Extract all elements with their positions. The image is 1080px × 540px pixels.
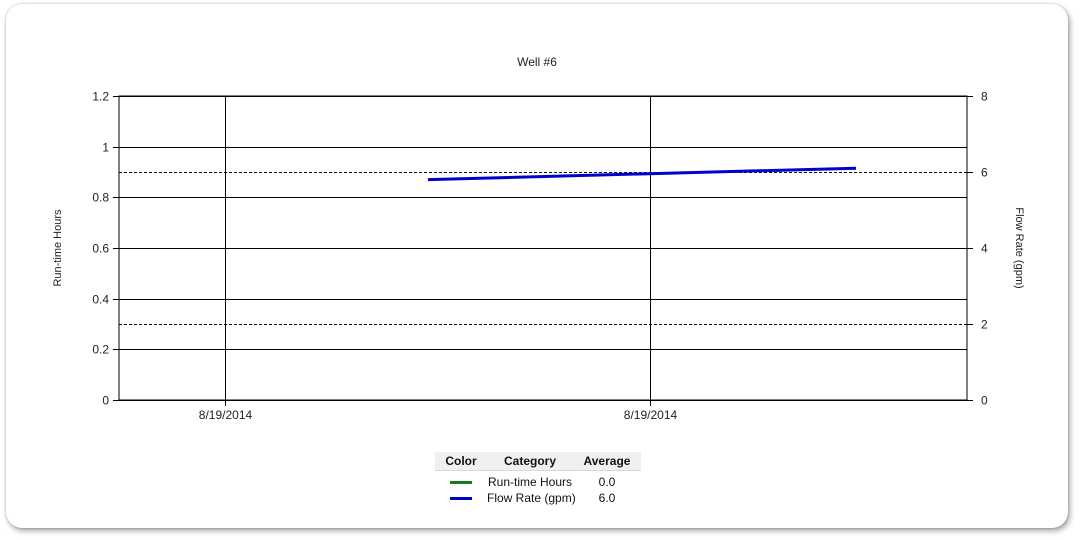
legend-swatch-flow <box>450 496 472 500</box>
legend-row-runtime: Run-time Hours 0.0 <box>435 474 641 490</box>
legend-row-flow: Flow Rate (gpm) 6.0 <box>435 490 641 506</box>
legend-category-runtime: Run-time Hours <box>487 475 573 489</box>
legend-swatch-runtime <box>450 480 472 484</box>
y-right-tick-label: 2 <box>981 318 988 332</box>
y-left-tick-label: 0.4 <box>92 293 109 307</box>
x-tick-label: 8/19/2014 <box>624 408 678 422</box>
chart-title: Well #6 <box>517 55 557 69</box>
y-left-tick-label: 0.6 <box>92 242 109 256</box>
y-right-tick-label: 8 <box>981 90 988 104</box>
legend-average-flow: 6.0 <box>598 491 616 505</box>
y-left-tick-label: 0.8 <box>92 191 109 205</box>
x-tick-label: 8/19/2014 <box>199 408 253 422</box>
y-left-tick-label: 1 <box>102 141 109 155</box>
y-right-axis-label: Flow Rate (gpm) <box>1013 207 1025 288</box>
y-left-tick-label: 0.2 <box>92 343 109 357</box>
legend-table: Color Category Average Run-time Hours 0.… <box>435 452 641 506</box>
legend-average-runtime: 0.0 <box>598 475 616 489</box>
y-right-tick-label: 4 <box>981 242 988 256</box>
legend-header: Color Category Average <box>435 452 641 471</box>
y-left-tick-label: 1.2 <box>92 90 109 104</box>
legend-category-flow: Flow Rate (gpm) <box>487 491 576 505</box>
y-left-tick-label: 0 <box>102 394 109 408</box>
legend-header-average: Average <box>583 454 631 468</box>
series-line-flow-rate <box>427 166 857 182</box>
legend-header-category: Category <box>503 454 556 468</box>
y-right-tick-label: 0 <box>981 394 988 408</box>
y-left-axis-label: Run-time Hours <box>52 209 64 287</box>
chart-card <box>6 4 1068 528</box>
y-right-tick-label: 6 <box>981 166 988 180</box>
legend-header-color: Color <box>445 454 477 468</box>
